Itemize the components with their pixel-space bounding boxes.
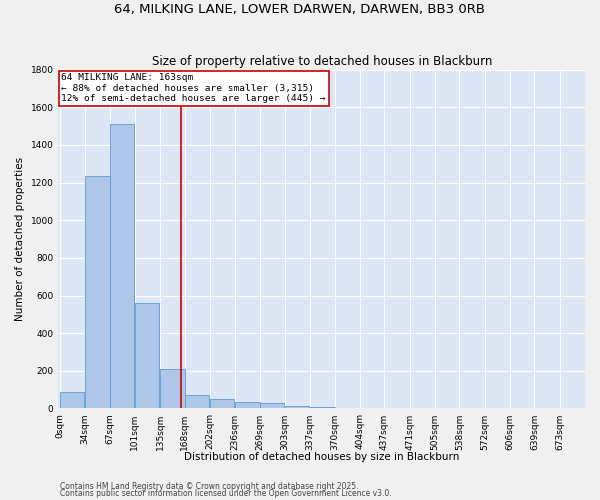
X-axis label: Distribution of detached houses by size in Blackburn: Distribution of detached houses by size …: [184, 452, 460, 462]
Bar: [260, 403, 284, 408]
Title: Size of property relative to detached houses in Blackburn: Size of property relative to detached ho…: [152, 56, 492, 68]
Text: 64 MILKING LANE: 163sqm
← 88% of detached houses are smaller (3,315)
12% of semi: 64 MILKING LANE: 163sqm ← 88% of detache…: [61, 74, 326, 103]
Text: Contains HM Land Registry data © Crown copyright and database right 2025.: Contains HM Land Registry data © Crown c…: [60, 482, 359, 491]
Text: 64, MILKING LANE, LOWER DARWEN, DARWEN, BB3 0RB: 64, MILKING LANE, LOWER DARWEN, DARWEN, …: [115, 2, 485, 16]
Bar: [185, 396, 209, 408]
Bar: [160, 369, 185, 408]
Bar: [110, 124, 134, 408]
Bar: [135, 303, 160, 408]
Bar: [310, 407, 335, 408]
Bar: [60, 392, 85, 408]
Bar: [235, 402, 260, 408]
Y-axis label: Number of detached properties: Number of detached properties: [15, 157, 25, 321]
Bar: [210, 400, 235, 408]
Bar: [85, 176, 110, 408]
Bar: [285, 406, 310, 408]
Text: Contains public sector information licensed under the Open Government Licence v3: Contains public sector information licen…: [60, 489, 392, 498]
